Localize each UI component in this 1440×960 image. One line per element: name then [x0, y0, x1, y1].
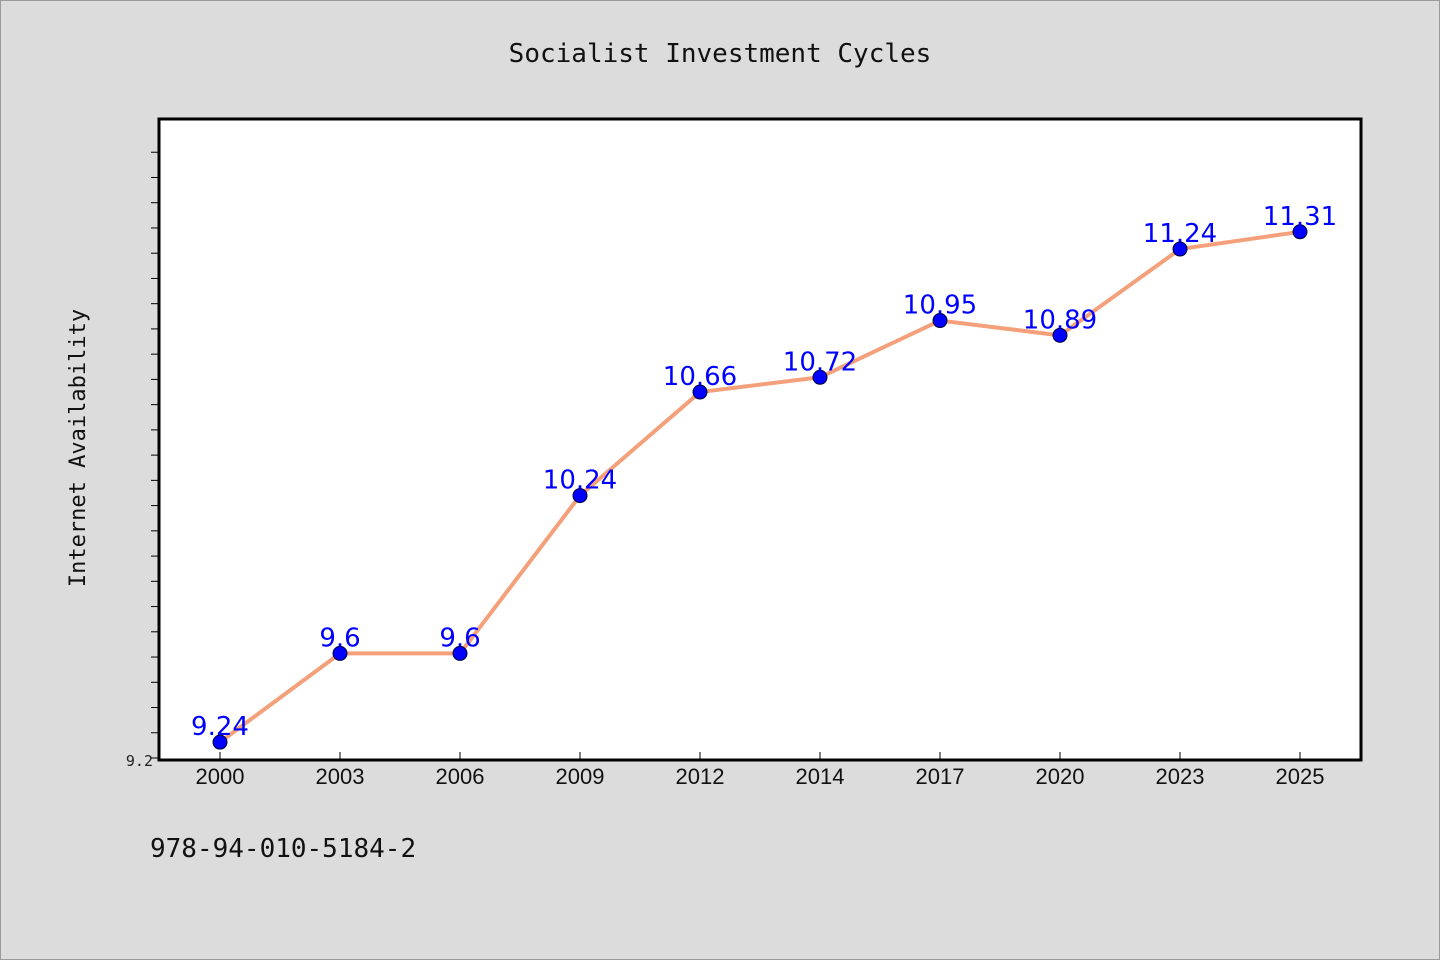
x-tick-label: 2017 — [916, 764, 965, 789]
data-point — [1052, 327, 1068, 343]
data-label: 10.89 — [1023, 305, 1097, 335]
isbn-code: 978-94-010-5184-2 — [150, 834, 417, 864]
x-tick-label: 2014 — [796, 764, 845, 789]
x-tick-label: 2003 — [316, 764, 365, 789]
chart-title: Socialist Investment Cycles — [509, 39, 932, 69]
data-point — [932, 313, 948, 329]
plot-area — [157, 117, 1363, 762]
series-line — [218, 229, 1301, 744]
x-axis-ticks: 2000 2003 2006 2009 2012 2014 2017 2020 2023 2025 — [196, 752, 1325, 789]
x-tick-label: 2012 — [676, 764, 725, 789]
x-tick-label: 2009 — [556, 764, 605, 789]
data-point — [452, 645, 468, 661]
x-tick-label: 2020 — [1036, 764, 1085, 789]
data-point — [692, 384, 708, 400]
data-point-markers — [212, 224, 1308, 750]
data-label: 10.95 — [903, 291, 977, 321]
x-tick-label: 2006 — [436, 764, 485, 789]
data-label: 10.72 — [783, 347, 857, 377]
x-tick-label: 2023 — [1156, 764, 1205, 789]
data-label: 9.6 — [439, 623, 480, 653]
data-label: 10.24 — [543, 466, 617, 496]
data-point — [1172, 241, 1188, 257]
x-tick-label: 2025 — [1276, 764, 1325, 789]
y-axis-ticks: 9.2 — [126, 151, 159, 770]
x-tick-label: 2000 — [196, 764, 245, 789]
data-labels: 9.24 9.6 9.6 10.24 10.66 10.72 10.95 10.89 11.24… — [191, 202, 1337, 742]
data-label: 11.31 — [1263, 202, 1337, 232]
data-point — [812, 369, 828, 385]
data-point — [572, 488, 588, 504]
data-point — [332, 645, 348, 661]
data-label: 9.24 — [191, 712, 249, 742]
data-point — [212, 734, 228, 750]
data-label: 11.24 — [1143, 219, 1217, 249]
series-line-group — [218, 229, 1301, 744]
data-point — [1292, 224, 1308, 240]
data-label: 10.66 — [663, 362, 737, 392]
y-axis-label: Internet Availability — [66, 309, 91, 587]
data-label: 9.6 — [319, 623, 360, 653]
y-tick-label: 9.2 — [126, 752, 153, 770]
